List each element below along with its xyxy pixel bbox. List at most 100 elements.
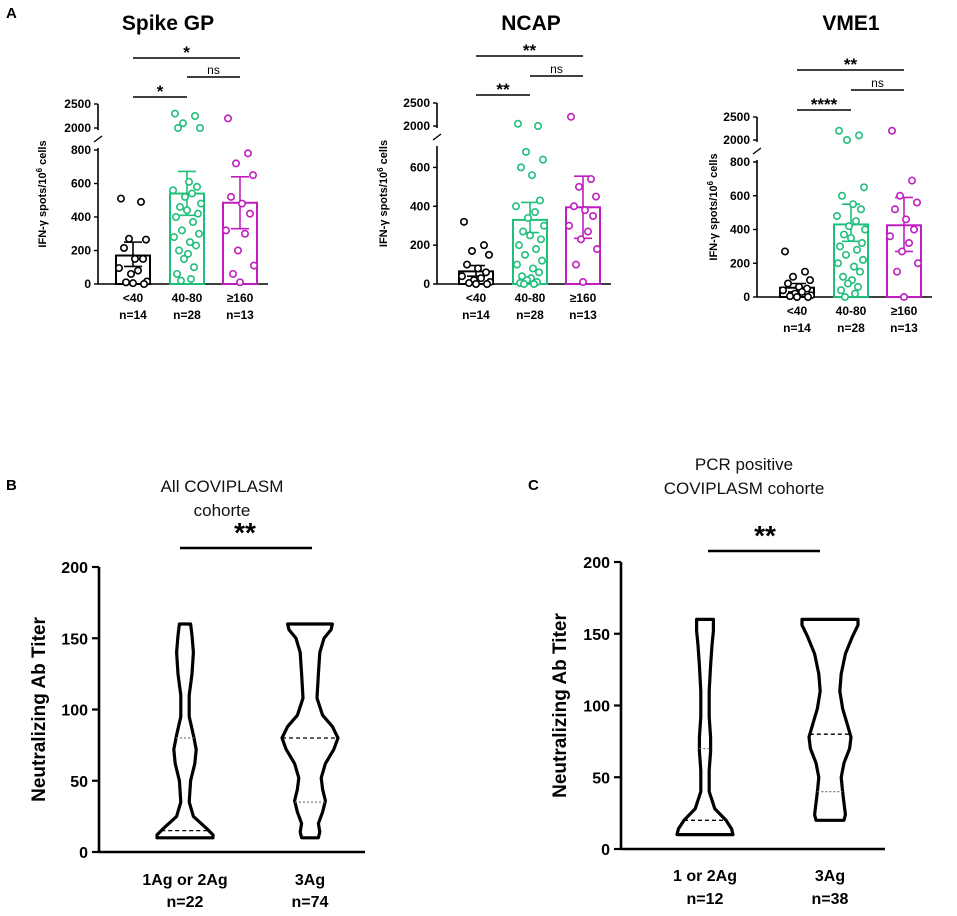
data-point bbox=[120, 243, 129, 252]
data-point bbox=[187, 274, 196, 283]
chart-title: Spike GP bbox=[122, 12, 214, 35]
data-point bbox=[175, 246, 184, 255]
data-point bbox=[467, 246, 476, 255]
data-point bbox=[250, 261, 259, 270]
data-point bbox=[195, 229, 204, 238]
significance-label: ns bbox=[871, 76, 884, 90]
y-tick-label: 0 bbox=[84, 277, 91, 291]
y-tick-label: 200 bbox=[730, 256, 750, 270]
x-category-label: 40-80 bbox=[515, 291, 546, 305]
n-label: n=14 bbox=[119, 308, 147, 322]
data-point bbox=[184, 249, 193, 258]
data-point bbox=[885, 232, 894, 241]
data-point bbox=[140, 279, 149, 288]
data-point bbox=[125, 234, 134, 243]
data-point bbox=[836, 286, 845, 295]
data-point bbox=[842, 136, 851, 145]
data-point bbox=[229, 269, 238, 278]
significance-label: ** bbox=[754, 520, 776, 551]
y-tick-label: 100 bbox=[583, 699, 610, 716]
data-point bbox=[190, 263, 199, 272]
data-point bbox=[464, 279, 473, 288]
y-tick-label: 600 bbox=[71, 177, 91, 191]
x-category-label: 1Ag or 2Ag bbox=[142, 872, 227, 889]
data-point bbox=[580, 206, 589, 215]
data-point bbox=[851, 217, 860, 226]
vme1-chart: VME1 0 200 400 600 800 2000 2500 IFN-γ spots/106… bbox=[706, 12, 932, 335]
data-point bbox=[571, 260, 580, 269]
data-point bbox=[197, 199, 206, 208]
data-point bbox=[578, 278, 587, 287]
data-point bbox=[852, 245, 861, 254]
data-point bbox=[805, 276, 814, 285]
data-point bbox=[180, 254, 189, 263]
data-point bbox=[471, 279, 480, 288]
data-point bbox=[838, 272, 847, 281]
data-point bbox=[528, 264, 537, 273]
y-tick-label: 0 bbox=[743, 290, 750, 304]
data-point bbox=[591, 192, 600, 201]
data-point bbox=[835, 242, 844, 251]
y-tick-label: 2500 bbox=[723, 110, 750, 124]
pcr-positive-violin-chart: PCR positive COVIPLASM cohorte 0 50 100 150 20… bbox=[550, 455, 885, 908]
data-point bbox=[519, 279, 528, 288]
data-point bbox=[535, 196, 544, 205]
y-tick-label: 150 bbox=[583, 627, 610, 644]
data-point bbox=[537, 256, 546, 265]
data-point bbox=[185, 177, 194, 186]
data-point bbox=[536, 235, 545, 244]
data-point bbox=[586, 175, 595, 184]
data-point bbox=[858, 255, 867, 264]
data-point bbox=[569, 202, 578, 211]
data-point bbox=[224, 114, 233, 123]
data-point bbox=[904, 239, 913, 248]
data-point bbox=[523, 213, 532, 222]
data-point bbox=[177, 276, 186, 285]
y-tick-label: 200 bbox=[583, 555, 610, 572]
chart-title: NCAP bbox=[501, 12, 561, 35]
data-point bbox=[521, 147, 530, 156]
significance-label: ** bbox=[496, 80, 510, 99]
data-point bbox=[131, 254, 140, 263]
significance-label: ** bbox=[523, 41, 537, 60]
y-tick-label: 600 bbox=[730, 189, 750, 203]
data-point bbox=[897, 247, 906, 256]
data-point bbox=[117, 194, 126, 203]
x-category-label: 3Ag bbox=[815, 868, 845, 885]
data-point bbox=[792, 292, 801, 301]
n-label: n=28 bbox=[516, 308, 544, 322]
data-point bbox=[479, 241, 488, 250]
y-tick-label: 0 bbox=[79, 845, 88, 862]
data-point bbox=[137, 197, 146, 206]
data-point bbox=[833, 259, 842, 268]
y-tick-label: 600 bbox=[410, 160, 430, 174]
y-tick-label: 50 bbox=[592, 770, 610, 787]
n-label: n=38 bbox=[812, 891, 849, 908]
data-point bbox=[832, 212, 841, 221]
data-point bbox=[788, 272, 797, 281]
panel-letter-c: C bbox=[528, 477, 539, 494]
significance-label: **** bbox=[811, 95, 838, 114]
data-point bbox=[534, 268, 543, 277]
y-axis-label: Neutralizing Ab Titer bbox=[29, 617, 50, 802]
y-tick-label: 2000 bbox=[64, 121, 91, 135]
ncap-chart: NCAP 0 200 400 600 2000 2500 IFN-γ spots/106 ce… bbox=[376, 12, 611, 322]
data-point bbox=[476, 274, 485, 283]
data-point bbox=[227, 192, 236, 201]
y-axis-label-tail: cells bbox=[378, 140, 390, 168]
y-tick-label: 0 bbox=[601, 842, 610, 859]
data-point bbox=[514, 241, 523, 250]
x-category-label: 40-80 bbox=[836, 304, 867, 318]
data-point bbox=[179, 119, 188, 128]
y-tick-label: 0 bbox=[423, 277, 430, 291]
axis-break-mark bbox=[93, 135, 103, 143]
data-point bbox=[907, 176, 916, 185]
data-point bbox=[574, 182, 583, 191]
x-category-label: <40 bbox=[123, 291, 144, 305]
y-tick-label: 200 bbox=[410, 238, 430, 252]
y-tick-label: 800 bbox=[71, 143, 91, 157]
y-axis-label-superscript: 6 bbox=[35, 167, 44, 172]
data-point bbox=[841, 250, 850, 259]
y-tick-label: 2000 bbox=[723, 133, 750, 147]
data-point bbox=[538, 155, 547, 164]
